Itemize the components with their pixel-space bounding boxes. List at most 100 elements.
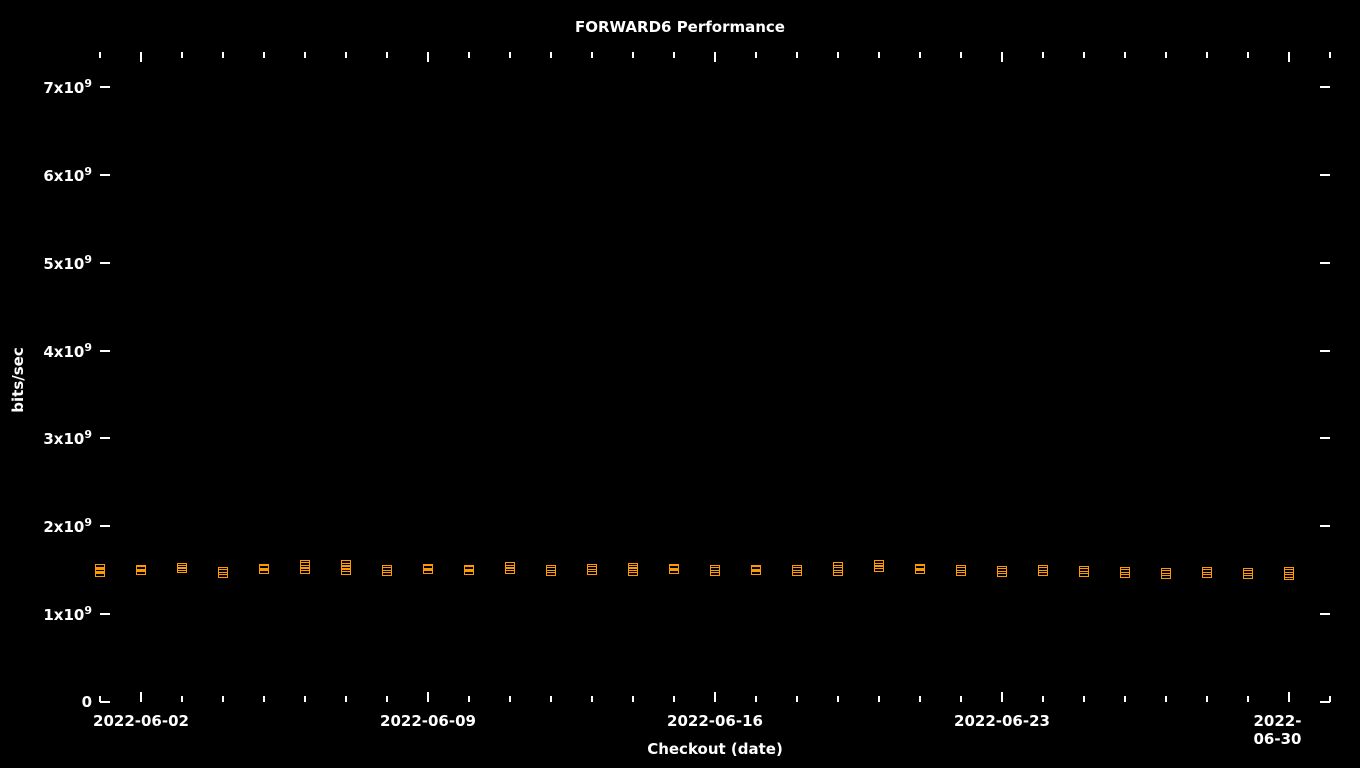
y-tick	[1320, 437, 1330, 439]
data-marker	[382, 570, 392, 576]
y-tick	[100, 437, 110, 439]
data-marker	[300, 568, 310, 574]
data-marker	[833, 570, 843, 576]
y-tick	[1320, 350, 1330, 352]
x-tick-minor	[796, 696, 798, 702]
y-tick-label: 4x109	[22, 341, 92, 361]
x-tick-minor	[304, 52, 306, 58]
y-tick	[100, 350, 110, 352]
x-tick-minor	[1165, 52, 1167, 58]
x-tick-minor	[1124, 696, 1126, 702]
x-tick-minor	[99, 52, 101, 58]
x-tick-minor	[386, 52, 388, 58]
x-tick-minor	[591, 52, 593, 58]
plot-area	[100, 52, 1330, 702]
x-tick-minor	[1247, 696, 1249, 702]
y-tick	[1320, 613, 1330, 615]
data-marker	[792, 565, 802, 571]
data-marker	[956, 565, 966, 571]
x-tick-minor	[960, 52, 962, 58]
x-tick-major	[714, 52, 716, 62]
data-marker	[300, 560, 310, 566]
data-marker	[710, 565, 720, 571]
x-tick-minor	[673, 696, 675, 702]
x-tick-minor	[222, 52, 224, 58]
x-tick-minor	[1042, 52, 1044, 58]
x-tick-minor	[304, 696, 306, 702]
x-tick-label: 2022-06-23	[954, 712, 1050, 730]
x-tick-minor	[632, 52, 634, 58]
x-tick-minor	[919, 696, 921, 702]
y-tick	[1320, 86, 1330, 88]
x-tick-minor	[796, 52, 798, 58]
data-marker	[218, 567, 228, 573]
y-tick-label: 0	[22, 693, 92, 711]
y-tick	[100, 86, 110, 88]
x-tick-minor	[1329, 52, 1331, 58]
y-tick-label: 6x109	[22, 165, 92, 185]
data-marker	[628, 570, 638, 576]
y-tick	[1320, 262, 1330, 264]
x-tick-minor	[837, 52, 839, 58]
data-marker	[177, 567, 187, 573]
x-tick-minor	[632, 696, 634, 702]
x-tick-minor	[960, 696, 962, 702]
data-marker	[423, 564, 433, 570]
y-tick	[100, 701, 110, 703]
data-marker	[505, 568, 515, 574]
data-marker	[95, 568, 105, 574]
x-tick-minor	[673, 52, 675, 58]
x-tick-minor	[1247, 52, 1249, 58]
data-marker	[136, 566, 146, 572]
x-tick-minor	[1165, 696, 1167, 702]
y-tick-label: 3x109	[22, 428, 92, 448]
x-tick-major	[1001, 692, 1003, 702]
data-marker	[751, 565, 761, 571]
x-tick-minor	[181, 52, 183, 58]
x-tick-minor	[99, 696, 101, 702]
data-marker	[874, 566, 884, 572]
data-marker	[874, 560, 884, 566]
data-marker	[464, 565, 474, 571]
data-marker	[587, 564, 597, 570]
chart-title: FORWARD6 Performance	[0, 18, 1360, 36]
x-tick-major	[140, 692, 142, 702]
x-tick-minor	[1042, 696, 1044, 702]
data-marker	[1079, 566, 1089, 572]
y-tick	[100, 613, 110, 615]
x-tick-minor	[550, 52, 552, 58]
y-tick-label: 1x109	[22, 604, 92, 624]
x-tick-major	[1288, 692, 1290, 702]
data-marker	[1202, 567, 1212, 573]
y-tick	[100, 174, 110, 176]
x-tick-minor	[837, 696, 839, 702]
data-marker	[997, 566, 1007, 572]
x-tick-minor	[222, 696, 224, 702]
x-tick-minor	[1206, 696, 1208, 702]
x-tick-minor	[468, 696, 470, 702]
x-tick-label: 2022-06-30	[1254, 712, 1325, 748]
x-tick-minor	[1329, 696, 1331, 702]
data-marker	[341, 560, 351, 566]
x-tick-label: 2022-06-09	[380, 712, 476, 730]
x-tick-minor	[468, 52, 470, 58]
x-tick-minor	[919, 52, 921, 58]
data-marker	[587, 569, 597, 575]
x-tick-major	[714, 692, 716, 702]
data-marker	[259, 564, 269, 570]
x-tick-minor	[345, 696, 347, 702]
data-marker	[628, 563, 638, 569]
x-tick-minor	[878, 52, 880, 58]
data-marker	[915, 564, 925, 570]
data-marker	[341, 569, 351, 575]
x-tick-minor	[509, 52, 511, 58]
y-tick	[1320, 174, 1330, 176]
x-tick-major	[1288, 52, 1290, 62]
data-marker	[1243, 568, 1253, 574]
x-tick-minor	[550, 696, 552, 702]
x-tick-minor	[878, 696, 880, 702]
x-tick-minor	[345, 52, 347, 58]
y-tick	[100, 262, 110, 264]
data-marker	[669, 564, 679, 570]
data-marker	[1038, 565, 1048, 571]
